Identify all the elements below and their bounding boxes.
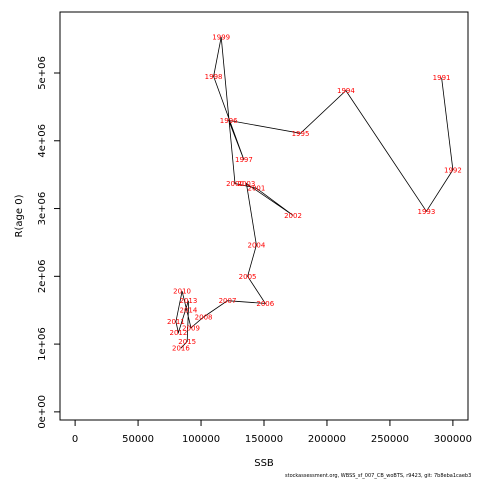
year-label-1994: 1994 — [337, 87, 355, 95]
y-tick-label: 0e+00 — [37, 395, 48, 429]
year-label-2010: 2010 — [173, 288, 191, 296]
x-tick-label: 200000 — [308, 434, 346, 445]
year-label-2009: 2009 — [182, 324, 200, 332]
y-axis-label: R(age 0) — [14, 194, 25, 237]
year-label-1996: 1996 — [220, 117, 238, 125]
year-label-2000: 2000 — [226, 180, 244, 188]
y-tick-label: 2e+06 — [37, 260, 48, 294]
year-label-1998: 1998 — [205, 73, 223, 81]
year-label-1993: 1993 — [417, 208, 435, 216]
x-axis-label: SSB — [254, 458, 274, 469]
y-tick-label: 4e+06 — [37, 124, 48, 158]
plot-frame — [59, 11, 469, 421]
series — [175, 37, 454, 349]
x-tick-label: 0 — [72, 434, 78, 445]
stock-recruitment-line — [175, 37, 454, 349]
x-tick-label: 250000 — [371, 434, 409, 445]
year-label-1999: 1999 — [212, 34, 230, 42]
year-label-2006: 2006 — [256, 300, 274, 308]
year-label-2005: 2005 — [239, 273, 257, 281]
year-label-2007: 2007 — [219, 297, 237, 305]
x-tick-label: 150000 — [245, 434, 283, 445]
year-label-2015: 2015 — [178, 338, 196, 346]
year-label-2003: 2003 — [237, 180, 255, 188]
year-label-2001: 2001 — [247, 185, 265, 193]
year-label-2016: 2016 — [172, 345, 190, 353]
x-tick-label: 50000 — [122, 434, 154, 445]
y-axis: 0e+00 1e+06 2e+06 3e+06 4e+06 5e+06 — [37, 56, 61, 429]
point-labels: 1991 1992 1993 1994 1995 1996 1997 1998 1999 2000… — [167, 34, 462, 353]
year-label-2004: 2004 — [247, 242, 265, 250]
year-label-2008: 2008 — [195, 314, 213, 322]
year-label-1992: 1992 — [444, 166, 462, 174]
y-tick-label: 5e+06 — [37, 56, 48, 90]
year-label-2013: 2013 — [179, 297, 197, 305]
year-label-1997: 1997 — [235, 156, 253, 164]
year-label-2011: 2011 — [167, 318, 185, 326]
year-label-2012: 2012 — [169, 329, 187, 337]
year-label-2002: 2002 — [284, 212, 302, 220]
x-tick-label: 100000 — [182, 434, 220, 445]
year-label-1995: 1995 — [292, 130, 310, 138]
y-tick-label: 1e+06 — [37, 327, 48, 361]
x-axis: 0 50000 100000 150000 200000 250000 300000 — [72, 419, 472, 445]
x-tick-label: 300000 — [434, 434, 472, 445]
y-tick-label: 3e+06 — [37, 192, 48, 226]
year-label-1991: 1991 — [433, 74, 451, 82]
year-label-2014: 2014 — [179, 307, 197, 315]
footer-note: stockassessment.org, WBSS_sf_007_CB_woBT… — [285, 473, 472, 479]
